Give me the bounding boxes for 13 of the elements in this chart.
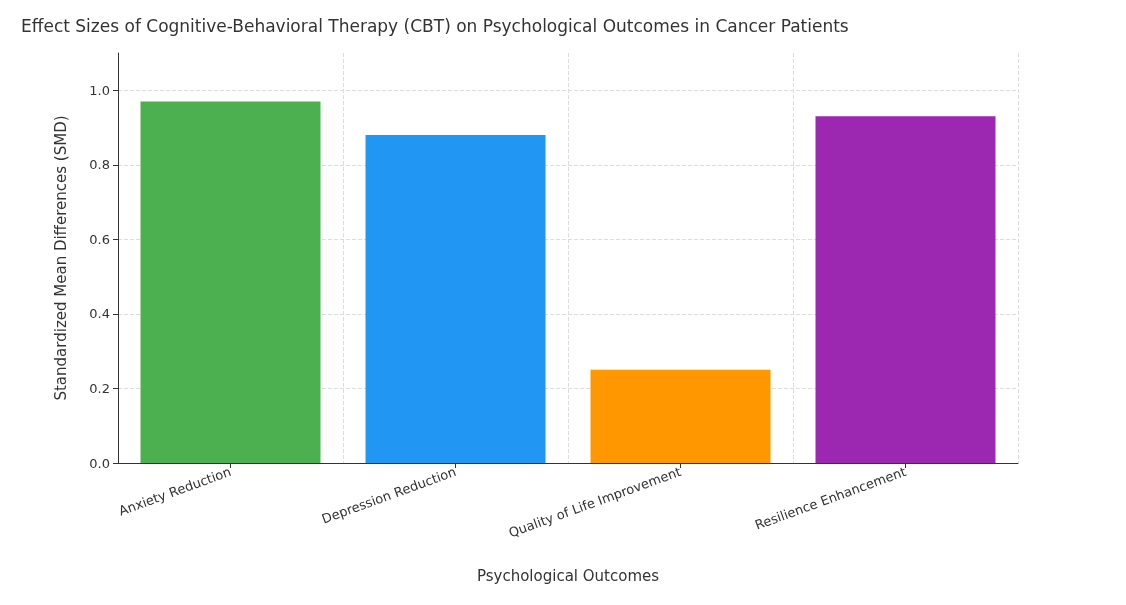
chart-title: Effect Sizes of Cognitive-Behavioral Therapy (CBT) on Psychological Outcomes in Cancer Patients xyxy=(21,15,849,36)
bar xyxy=(365,135,546,463)
y-tick-label: 1.0 xyxy=(89,82,110,98)
x-axis-title: Psychological Outcomes xyxy=(476,566,660,585)
bar xyxy=(590,369,771,463)
bar xyxy=(140,101,321,463)
y-axis-title: Standardized Mean Differences (SMD) xyxy=(51,115,70,401)
y-tick-label: 0.2 xyxy=(89,380,110,396)
bar xyxy=(815,116,996,463)
y-tick-label: 0.6 xyxy=(89,231,110,247)
y-tick-label: 0.8 xyxy=(89,157,110,173)
y-tick-label: 0.4 xyxy=(89,306,110,322)
y-tick-label: 0.0 xyxy=(89,455,110,471)
